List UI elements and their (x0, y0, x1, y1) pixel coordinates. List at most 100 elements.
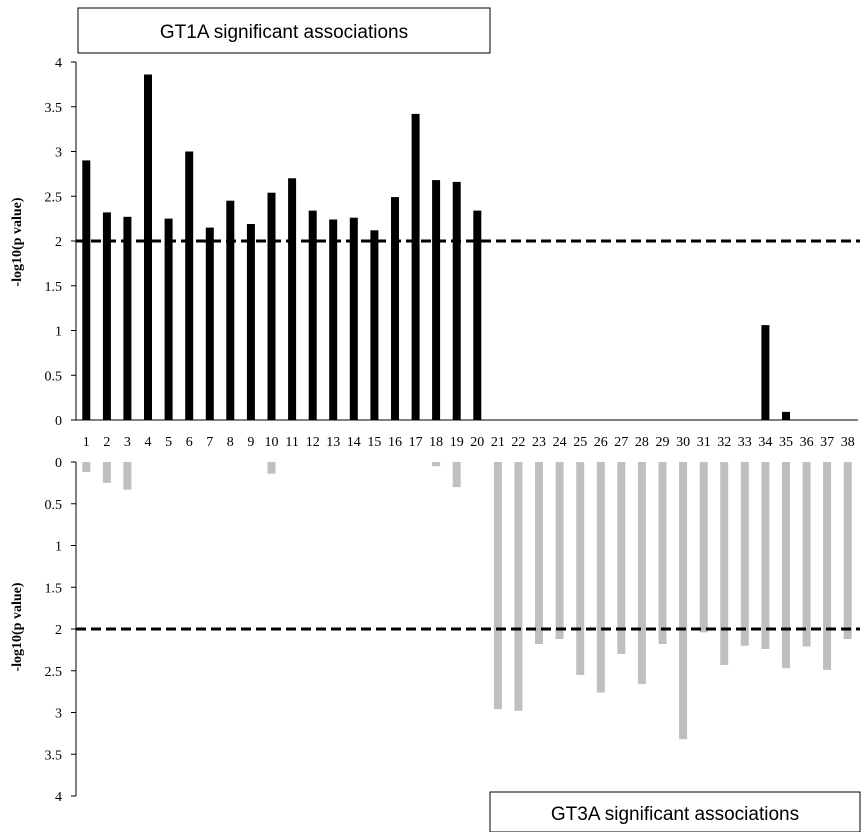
gt3a-bar (720, 462, 729, 665)
category-label: 15 (367, 435, 381, 450)
gt3a-bar (514, 462, 523, 711)
category-label: 20 (470, 435, 484, 450)
gt3a-bar (452, 462, 461, 488)
gt1a-bar (164, 218, 173, 420)
gt1a-bar (782, 411, 790, 420)
category-label: 14 (347, 435, 361, 450)
gt1a-y-tick-label: 3.5 (45, 101, 63, 116)
gt1a-y-tick-label: 3 (55, 146, 62, 161)
gt3a-y-tick-label: 3 (55, 707, 62, 722)
gt3a-bar (679, 462, 688, 740)
category-label: 37 (820, 435, 834, 450)
gt3a-bar (432, 462, 441, 467)
category-label: 18 (429, 435, 443, 450)
category-label: 31 (697, 435, 711, 450)
gt3a-bar (782, 462, 790, 669)
gt3a-bar (699, 462, 708, 633)
gt3a-bar (761, 462, 770, 649)
category-label: 34 (758, 435, 772, 450)
gt3a-panel: -log10(p value) 0 0.5 1 1.5 2 2.5 3 3.5 4 GT3A s… (10, 456, 861, 832)
category-label: 36 (800, 435, 814, 450)
gt1a-bar (329, 219, 338, 420)
category-label: 24 (553, 435, 567, 450)
gt1a-title: GT1A significant associations (160, 22, 408, 43)
gt1a-bar (473, 210, 482, 420)
category-label: 11 (285, 435, 298, 450)
gt3a-bars (82, 462, 852, 740)
category-label: 10 (265, 435, 279, 450)
gt3a-bar (82, 462, 91, 472)
category-labels: 1 2 3 4 5 6 7 8 9 10 11 12 13 14 15 16 17 18 19 20 21 22 23 24 2… (83, 435, 855, 450)
category-label: 1 (83, 435, 90, 450)
category-label: 4 (145, 435, 152, 450)
gt1a-y-tick-label: 1.5 (45, 280, 63, 295)
category-label: 13 (326, 435, 340, 450)
gt3a-bar (267, 462, 276, 474)
category-label: 6 (186, 435, 193, 450)
category-label: 26 (594, 435, 608, 450)
category-label: 17 (409, 435, 423, 450)
gt3a-title: GT3A significant associations (551, 804, 799, 825)
gt1a-bar (432, 180, 441, 420)
gt3a-bar (555, 462, 564, 639)
category-label: 32 (717, 435, 731, 450)
gt3a-bar (802, 462, 811, 647)
gt1a-bar (349, 217, 358, 420)
gt3a-bar (823, 462, 832, 670)
gt3a-y-tick-label: 3.5 (45, 748, 63, 763)
category-label: 19 (450, 435, 464, 450)
category-label: 28 (635, 435, 649, 450)
gt3a-bar (617, 462, 626, 654)
category-label: 21 (491, 435, 505, 450)
gt1a-bar (288, 178, 297, 420)
gt3a-bar (596, 462, 605, 693)
gt1a-bar (452, 181, 461, 420)
category-label: 8 (227, 435, 234, 450)
gt1a-bar (391, 197, 399, 420)
gt3a-y-tick-label: 4 (55, 790, 62, 805)
gt3a-bar (658, 462, 667, 644)
gt1a-bar (246, 224, 255, 420)
gt1a-y-axis-label: -log10(p value) (10, 197, 25, 286)
gt1a-bar (144, 74, 152, 420)
category-label: 29 (656, 435, 670, 450)
gt1a-bar (761, 325, 770, 420)
category-label: 33 (738, 435, 752, 450)
gt1a-y-tick-label: 0.5 (45, 369, 63, 384)
gt1a-bar (205, 227, 214, 420)
gt1a-y-ticks: 0 0.5 1 1.5 2 2.5 3 3.5 4 (45, 56, 76, 429)
gt1a-bar (82, 160, 91, 420)
gt3a-y-tick-label: 2 (55, 623, 62, 638)
category-label: 2 (103, 435, 110, 450)
category-label: 22 (511, 435, 525, 450)
gt1a-bars (82, 74, 790, 421)
gt3a-bar (740, 462, 749, 646)
category-label: 25 (573, 435, 587, 450)
gt3a-bar (102, 462, 111, 483)
category-label: 12 (306, 435, 320, 450)
category-label: 5 (165, 435, 172, 450)
gt3a-bar (843, 462, 852, 639)
gt1a-title-box (77, 7, 491, 54)
category-label: 30 (676, 435, 690, 450)
gt3a-title-box (489, 791, 861, 832)
gt1a-panel: GT1A significant associations -log10(p v… (10, 7, 860, 450)
category-label: 3 (124, 435, 131, 450)
category-label: 16 (388, 435, 402, 450)
gt1a-y-tick-label: 2 (55, 235, 62, 250)
gt3a-y-tick-label: 1 (55, 540, 62, 555)
category-label: 7 (206, 435, 213, 450)
gt1a-bar (102, 212, 111, 420)
gt3a-y-tick-label: 1.5 (45, 581, 63, 596)
gt1a-bar (185, 151, 194, 420)
gt1a-y-tick-label: 0 (55, 414, 62, 429)
gt1a-bar (370, 230, 379, 420)
gt1a-y-tick-label: 2.5 (45, 190, 63, 205)
gt1a-y-tick-label: 4 (55, 56, 62, 71)
gt3a-bar (576, 462, 585, 675)
category-label: 9 (247, 435, 254, 450)
category-label: 38 (841, 435, 855, 450)
gt3a-y-tick-label: 0.5 (45, 498, 63, 513)
gt3a-bar (493, 462, 502, 710)
gt1a-y-tick-label: 1 (55, 325, 62, 340)
